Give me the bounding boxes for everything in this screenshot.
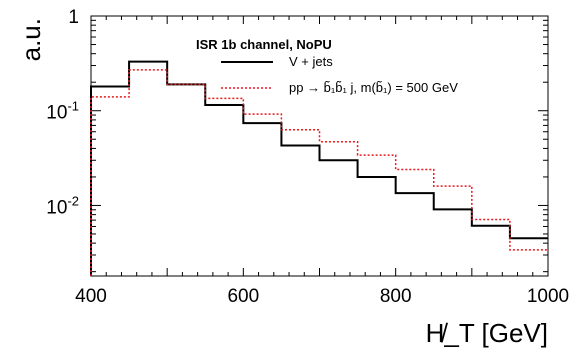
y-tick-label: 1 — [68, 7, 79, 28]
x-tick-label: 1000 — [527, 286, 569, 307]
x-axis-title: H̸_T [GeV] — [426, 318, 548, 348]
y-axis-title: a.u. — [16, 18, 46, 61]
legend-label-sbottom: pp → b̃₁b̃₁ j, m(b̃₁) = 500 GeV — [289, 80, 458, 95]
series — [90, 60, 548, 276]
x-tick-label: 800 — [380, 286, 412, 307]
legend-label-vjets: V + jets — [289, 54, 333, 69]
series-vjets — [90, 60, 548, 276]
y-tick-label: 10-1 — [46, 99, 79, 124]
x-tick-label: 400 — [75, 286, 107, 307]
labels: 400 600 800 1000 1 10-1 10-2 H̸_T [GeV] a.u. — [16, 7, 569, 348]
legend: ISR 1b channel, NoPU V + jets pp → b̃₁b̃₁ … — [196, 37, 458, 95]
x-tick-label: 600 — [227, 286, 259, 307]
legend-title: ISR 1b channel, NoPU — [196, 37, 332, 52]
series-sbottom — [90, 69, 548, 276]
y-tick-label: 10-2 — [46, 193, 79, 218]
